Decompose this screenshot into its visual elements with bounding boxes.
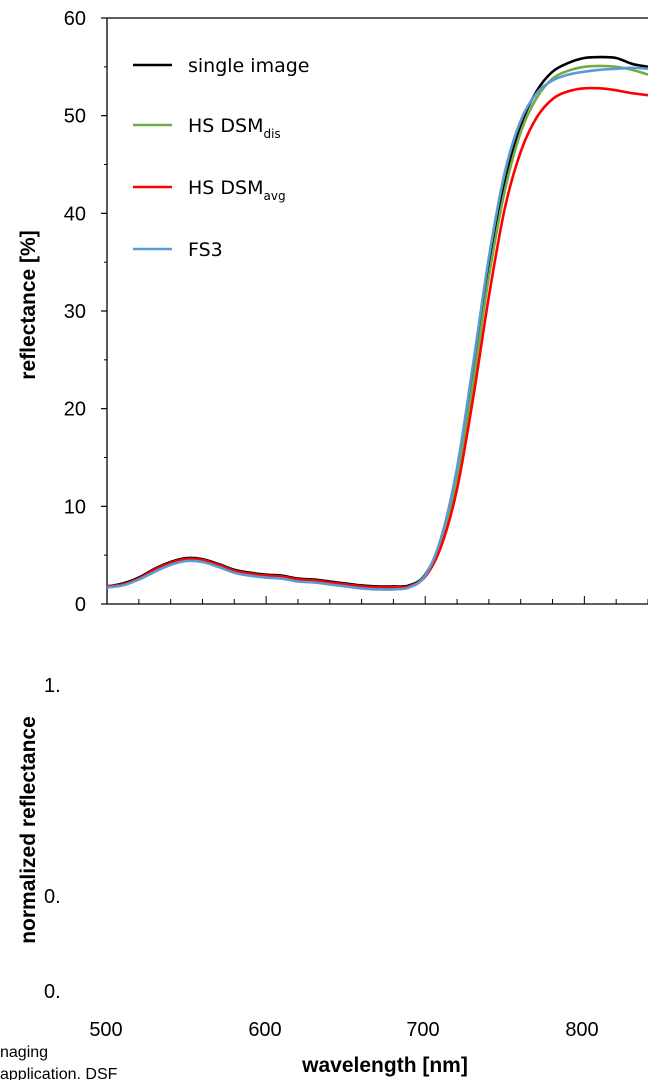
bottom-x-tick-label: 600 [248,1019,281,1041]
legend-label-single-image: single image [188,55,309,77]
top-y-ticks [101,17,107,605]
legend-item-single-image: single image [133,55,309,77]
series-line-hs-dsm-dis [106,64,648,589]
bottom-y-tick-label: 0. [44,981,61,1003]
y-tick-label: 40 [64,203,86,225]
bottom-y-tick-label: 0. [44,886,61,908]
legend-item-fs3: FS3 [133,239,223,261]
legend-item-hs-dsm-avg: HS DSMavg [133,177,286,203]
bottom-x-tick-label: 700 [406,1019,439,1041]
top-chart: 0 10 20 30 40 50 60 reflectance [%] single ima… [17,8,648,616]
legend: single image HS DSMdis HS DSMavg FS3 [133,55,309,261]
bottom-x-tick-label: 800 [565,1019,598,1041]
caption-fragment: application. DSF [0,1066,118,1080]
y-tick-label: 60 [64,8,86,30]
top-series-group [106,55,648,591]
legend-label-hs-dsm-dis: HS DSMdis [188,115,281,141]
legend-label-hs-dsm-dis-base: HS DSM [188,115,263,137]
y-tick-label: 50 [64,106,86,128]
top-x-ticks [138,596,648,604]
bottom-x-tick-label: 500 [89,1019,122,1041]
bottom-y-axis-title: normalized reflectance [17,716,40,944]
legend-item-hs-dsm-dis: HS DSMdis [133,115,281,141]
bottom-chart: normalized reflectance 1. 0. 0. 500 600 … [17,675,599,1077]
top-y-axis-title: reflectance [%] [17,230,40,379]
legend-label-fs3: FS3 [188,239,223,261]
y-tick-label: 10 [64,496,86,518]
series-line-fs3 [106,66,648,591]
bottom-y-tick-label: 1. [44,675,61,697]
legend-label-hs-dsm-avg-sub: avg [263,189,285,203]
top-y-tick-labels: 0 10 20 30 40 50 60 [64,8,86,616]
bottom-x-axis-title: wavelength [nm] [301,1054,468,1077]
y-tick-label: 30 [64,301,86,323]
series-line-hs-dsm-avg [106,86,648,589]
legend-label-hs-dsm-dis-sub: dis [263,127,280,141]
legend-label-hs-dsm-avg: HS DSMavg [188,177,286,203]
y-tick-label: 20 [64,399,86,421]
caption-fragment: naging [0,1044,48,1061]
y-tick-label: 0 [75,594,86,616]
legend-label-hs-dsm-avg-base: HS DSM [188,177,263,199]
